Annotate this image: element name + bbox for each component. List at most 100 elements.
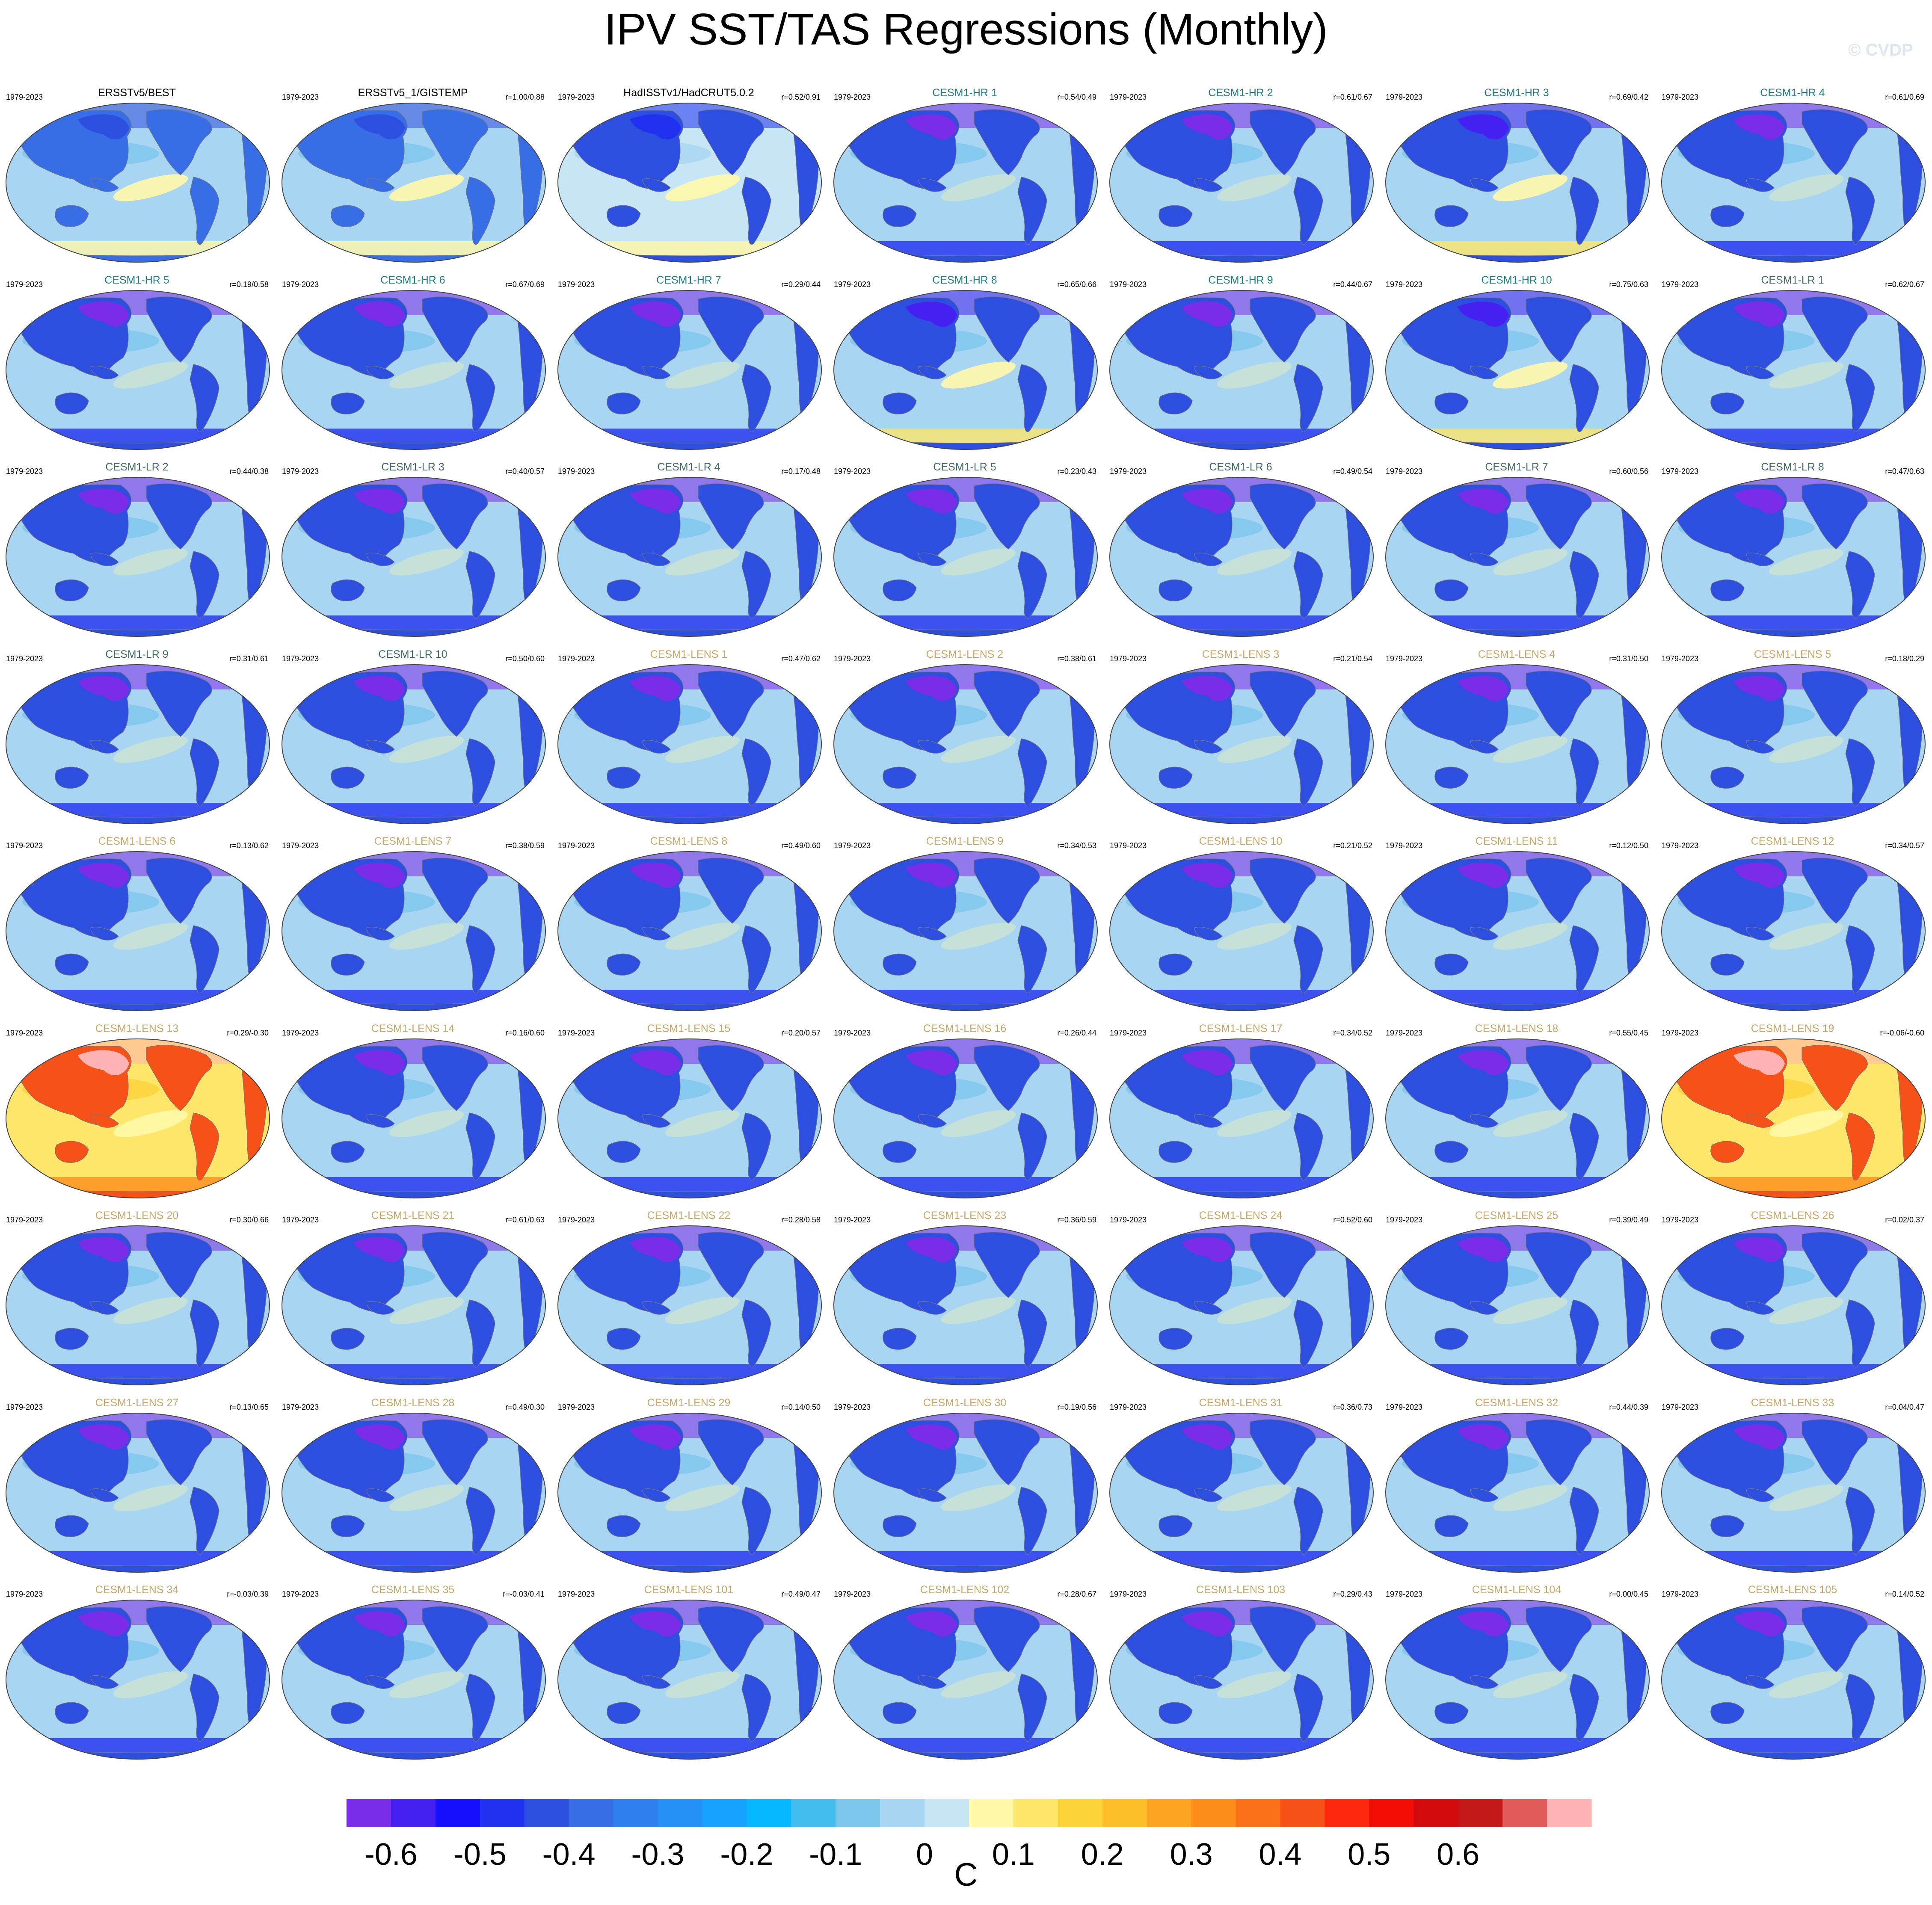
map-border	[557, 1038, 822, 1198]
panel-period: 1979-2023	[1110, 280, 1147, 289]
map-panel: 1979-2023 CESM1-LENS 32 r=0.44/0.39	[1380, 1393, 1653, 1573]
north-polar-band	[834, 1600, 1097, 1625]
land-south-america	[465, 738, 495, 806]
map-panel: 1979-2023 HadISSTv1/HadCRUT5.0.2 r=0.52/0.…	[552, 83, 826, 263]
north-polar-anomaly	[1182, 114, 1233, 139]
land-australia	[607, 1515, 641, 1537]
north-polar-band	[1110, 103, 1373, 128]
panel-pattern-correlation: r=0.21/0.54	[1333, 654, 1372, 663]
map-border	[1661, 1225, 1926, 1385]
land-south-america	[190, 1486, 219, 1555]
robinson-map	[282, 1225, 546, 1385]
robinson-map	[557, 851, 822, 1011]
land-maritime-continent	[642, 927, 671, 941]
panel-pattern-correlation: r=0.16/0.60	[505, 1028, 545, 1037]
panel-title: CESM1-LENS 34	[95, 1584, 179, 1596]
land-maritime-continent	[918, 1675, 947, 1689]
robinson-map	[833, 1038, 1098, 1198]
map-panel: 1979-2023 CESM1-LR 2 r=0.44/0.38	[0, 458, 274, 637]
land-australia	[1710, 1702, 1745, 1724]
north-polar-band	[558, 1413, 821, 1438]
land-north-america	[422, 483, 488, 550]
panel-pattern-correlation: r=-0.06/-0.60	[1880, 1028, 1924, 1037]
land-australia	[1434, 953, 1469, 976]
north-polar-anomaly	[1458, 1050, 1509, 1075]
tropical-pacific-anomaly	[665, 1297, 740, 1324]
robinson-map	[1661, 664, 1926, 824]
land-north-america	[698, 1606, 764, 1672]
north-polar-anomaly	[906, 114, 957, 139]
north-polar-band	[1662, 103, 1925, 128]
land-australia	[883, 953, 917, 976]
land-maritime-continent	[1746, 927, 1775, 941]
land-australia	[331, 205, 365, 227]
land-south-america	[1293, 1112, 1323, 1180]
tropical-pacific-anomaly	[1493, 923, 1568, 950]
map-border	[282, 1600, 546, 1760]
tropical-pacific-anomaly	[113, 735, 188, 763]
land-maritime-continent	[918, 1114, 947, 1128]
colorbar-bin	[480, 1799, 525, 1827]
panel-title: CESM1-LENS 16	[923, 1022, 1007, 1035]
land-maritime-continent	[1470, 553, 1499, 566]
panel-title: CESM1-HR 3	[1484, 87, 1549, 99]
land-south-america	[1293, 738, 1323, 806]
panel-pattern-correlation: r=0.34/0.52	[1333, 1028, 1372, 1037]
map-border	[1385, 477, 1650, 637]
land-south-america	[190, 364, 219, 432]
north-polar-anomaly	[1458, 863, 1509, 888]
tropical-pacific-anomaly	[1217, 1297, 1292, 1324]
land-north-america	[974, 1419, 1040, 1485]
map-border	[6, 1225, 270, 1385]
land-maritime-continent	[1470, 1488, 1499, 1502]
land-south-america	[190, 925, 219, 994]
colorbar-bin	[836, 1799, 880, 1827]
land-australia	[883, 579, 917, 601]
map-border	[833, 290, 1098, 450]
panel-period: 1979-2023	[282, 280, 319, 289]
land-australia	[55, 1328, 89, 1350]
map-panel: 1979-2023 CESM1-LENS 16 r=0.26/0.44	[828, 1019, 1102, 1199]
robinson-map	[833, 477, 1098, 637]
land-north-america	[1250, 1419, 1316, 1485]
tropical-pacific-anomaly	[941, 174, 1016, 201]
land-south-america	[1845, 1486, 1875, 1555]
land-maritime-continent	[1470, 1114, 1499, 1128]
panel-title: CESM1-LR 3	[381, 461, 444, 473]
robinson-map	[833, 1225, 1098, 1385]
north-polar-anomaly	[906, 1611, 957, 1636]
colorbar-bin	[1191, 1799, 1236, 1827]
land-south-america	[190, 177, 219, 245]
land-australia	[331, 1702, 365, 1724]
north-polar-anomaly	[354, 1050, 405, 1075]
panel-period: 1979-2023	[1386, 1590, 1423, 1598]
map-panel: 1979-2023 ERSSTv5/BEST	[0, 83, 274, 263]
map-panel: 1979-2023 CESM1-HR 2 r=0.61/0.67	[1104, 83, 1378, 263]
tropical-pacific-anomaly	[941, 548, 1016, 576]
robinson-map	[282, 290, 546, 450]
land-north-america	[974, 670, 1040, 737]
panel-period: 1979-2023	[1110, 654, 1147, 663]
map-border	[1661, 290, 1926, 450]
land-north-america	[698, 670, 764, 737]
north-polar-anomaly	[354, 863, 405, 888]
map-border	[282, 290, 546, 450]
panel-title: CESM1-LENS 105	[1748, 1584, 1837, 1596]
land-south-america	[1293, 1674, 1323, 1742]
land-north-america	[1526, 1232, 1592, 1298]
land-maritime-continent	[1194, 1301, 1223, 1315]
land-maritime-continent	[642, 1675, 671, 1689]
north-polar-anomaly	[354, 675, 405, 701]
land-north-america	[1802, 1044, 1868, 1111]
panel-pattern-correlation: r=0.13/0.62	[229, 841, 269, 850]
land-south-america	[1017, 1299, 1047, 1368]
land-north-america	[974, 1232, 1040, 1298]
panel-pattern-correlation: r=0.75/0.63	[1609, 280, 1648, 289]
robinson-map	[1385, 851, 1650, 1011]
land-north-america	[1802, 109, 1868, 175]
north-polar-anomaly	[1182, 863, 1233, 888]
land-north-america	[974, 109, 1040, 175]
map-panel: 1979-2023 CESM1-LENS 27 r=0.13/0.65	[0, 1393, 274, 1573]
colorbar-bin	[613, 1799, 658, 1827]
land-maritime-continent	[90, 178, 119, 192]
